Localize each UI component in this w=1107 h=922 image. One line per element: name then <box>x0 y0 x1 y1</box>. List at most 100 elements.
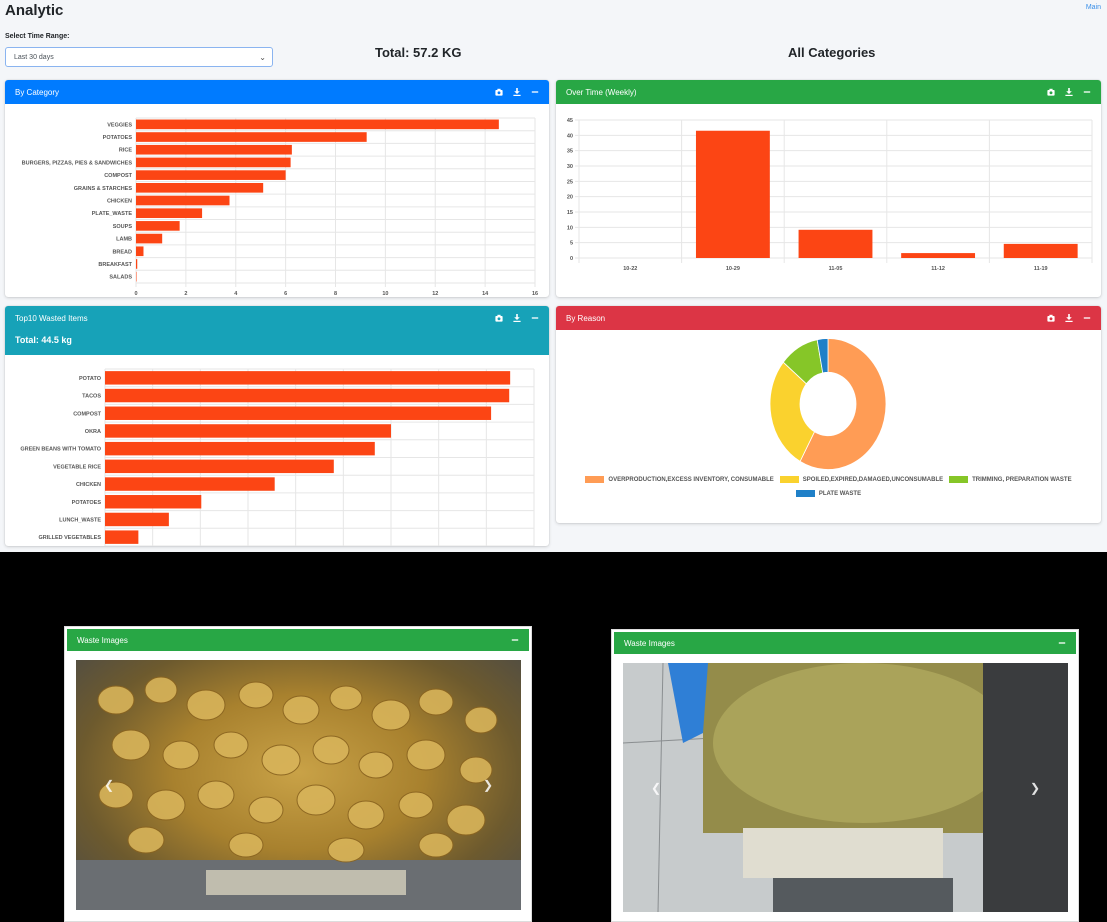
top10-card: Top10 Wasted Items Total: 44.5 kg 2.02.5… <box>5 306 549 546</box>
bar[interactable] <box>136 182 264 193</box>
top10-total: Total: 44.5 kg <box>15 335 72 345</box>
download-icon[interactable] <box>1065 88 1073 96</box>
bar[interactable] <box>105 459 334 474</box>
svg-text:12: 12 <box>432 291 438 297</box>
svg-text:40: 40 <box>567 133 573 139</box>
top10-header: Top10 Wasted Items Total: 44.5 kg <box>5 306 549 355</box>
bar[interactable] <box>136 208 203 219</box>
bar[interactable] <box>105 371 511 385</box>
bar[interactable] <box>136 233 163 244</box>
card-tools <box>1047 314 1091 322</box>
legend-item[interactable]: TRIMMING, PREPARATION WASTE <box>949 476 1072 483</box>
svg-text:25: 25 <box>567 179 573 185</box>
bar[interactable] <box>136 246 144 257</box>
bar[interactable] <box>798 229 873 258</box>
time-range-select[interactable]: Last 30 days ⌄ <box>5 47 273 67</box>
download-icon[interactable] <box>1065 314 1073 322</box>
download-icon[interactable] <box>513 314 521 322</box>
chevron-right-icon[interactable]: ❯ <box>1029 780 1040 795</box>
svg-text:RICE: RICE <box>119 148 132 154</box>
mash-image <box>623 663 1068 912</box>
bar[interactable] <box>136 271 137 282</box>
bar[interactable] <box>1003 243 1078 258</box>
bar[interactable] <box>901 253 976 258</box>
camera-icon[interactable] <box>495 88 503 96</box>
svg-text:BREAKFAST: BREAKFAST <box>98 262 132 268</box>
svg-text:POTATO: POTATO <box>79 376 102 382</box>
by-reason-card: By Reason OVERPRODUCTION,EXCESS INVENTOR… <box>556 306 1101 523</box>
bar[interactable] <box>136 119 499 130</box>
minus-icon[interactable] <box>511 636 519 644</box>
card-tools <box>495 314 539 322</box>
by-reason-legend: OVERPRODUCTION,EXCESS INVENTORY, CONSUMA… <box>556 476 1101 499</box>
waste-images-card-2: Waste Images ❮ ❯ <box>611 629 1079 922</box>
chevron-left-icon[interactable]: ❮ <box>104 778 115 792</box>
svg-text:GRAINS & STARCHES: GRAINS & STARCHES <box>74 186 133 192</box>
bar[interactable] <box>105 512 169 527</box>
legend-item[interactable]: SPOILED,EXPIRED,DAMAGED,UNCONSUMABLE <box>779 476 943 483</box>
svg-text:5: 5 <box>570 241 573 247</box>
legend-item[interactable]: OVERPRODUCTION,EXCESS INVENTORY, CONSUMA… <box>585 476 774 483</box>
donut-slice[interactable] <box>799 338 887 470</box>
bar[interactable] <box>136 170 286 180</box>
waste-photo-mash: ❮ ❯ <box>623 663 1068 912</box>
chevron-left-icon[interactable]: ❮ <box>651 780 662 795</box>
svg-text:TACOS: TACOS <box>82 394 101 400</box>
main-link[interactable]: Main <box>1085 4 1101 11</box>
chevron-right-icon[interactable]: ❯ <box>482 778 493 792</box>
potatoes-image <box>76 676 521 910</box>
minus-icon[interactable] <box>531 88 539 96</box>
bar[interactable] <box>695 130 770 258</box>
card-title: By Category <box>15 87 60 97</box>
svg-text:11-05: 11-05 <box>829 266 843 272</box>
bar[interactable] <box>105 424 391 438</box>
svg-text:BURGERS, PIZZAS, PIES & SANDWI: BURGERS, PIZZAS, PIES & SANDWICHES <box>22 160 133 166</box>
chevron-down-icon: ⌄ <box>259 52 266 62</box>
bar[interactable] <box>136 259 138 269</box>
svg-text:CHICKEN: CHICKEN <box>107 199 132 205</box>
bar[interactable] <box>105 530 139 544</box>
minus-icon[interactable] <box>1083 88 1091 96</box>
svg-text:OKRA: OKRA <box>85 429 101 435</box>
waste-photo-potatoes: ❮ ❯ <box>76 660 521 910</box>
bar[interactable] <box>105 495 202 509</box>
svg-text:VEGETABLE RICE: VEGETABLE RICE <box>53 464 101 470</box>
card-title: Waste Images <box>77 635 128 645</box>
bar[interactable] <box>136 132 367 142</box>
page-title: Analytic <box>5 2 64 19</box>
bar[interactable] <box>136 221 180 231</box>
donut-slice[interactable] <box>769 361 816 463</box>
minus-icon[interactable] <box>1083 314 1091 322</box>
bar[interactable] <box>105 388 510 403</box>
by-category-card: By Category 0 2 4 6 8 10 12 14 16 VEGGIES POTATOES… <box>5 80 549 297</box>
top10-chart: 2.02.53.03.54.04.55.05.56.06.5POTATOTACO… <box>20 368 535 546</box>
donut-slice[interactable] <box>816 338 829 374</box>
bar[interactable] <box>136 195 230 206</box>
card-title: By Reason <box>566 313 606 323</box>
svg-text:SOUPS: SOUPS <box>113 224 133 230</box>
minus-icon[interactable] <box>1058 639 1066 647</box>
time-range-value: Last 30 days <box>14 53 54 61</box>
svg-text:10: 10 <box>382 291 388 297</box>
minus-icon[interactable] <box>531 314 539 322</box>
svg-text:10-22: 10-22 <box>623 266 637 272</box>
svg-text:LAMB: LAMB <box>116 237 132 243</box>
svg-text:30: 30 <box>567 164 573 170</box>
bar[interactable] <box>105 441 375 456</box>
camera-icon[interactable] <box>1047 314 1055 322</box>
bar[interactable] <box>105 477 275 491</box>
download-icon[interactable] <box>513 88 521 96</box>
svg-text:POTATOES: POTATOES <box>103 135 133 141</box>
by-category-chart: 0 2 4 6 8 10 12 14 16 VEGGIES POTATOES RICE BURGERS,… <box>22 117 538 297</box>
bar[interactable] <box>105 406 492 420</box>
bar[interactable] <box>136 157 291 168</box>
bar[interactable] <box>136 144 292 155</box>
svg-text:20: 20 <box>567 195 573 201</box>
over-time-header: Over Time (Weekly) <box>556 80 1101 104</box>
legend-label: PLATE WASTE <box>818 490 862 497</box>
svg-text:SALADS: SALADS <box>109 275 132 281</box>
svg-text:16: 16 <box>532 291 538 297</box>
camera-icon[interactable] <box>495 314 503 322</box>
legend-item[interactable]: PLATE WASTE <box>795 490 862 497</box>
camera-icon[interactable] <box>1047 88 1055 96</box>
